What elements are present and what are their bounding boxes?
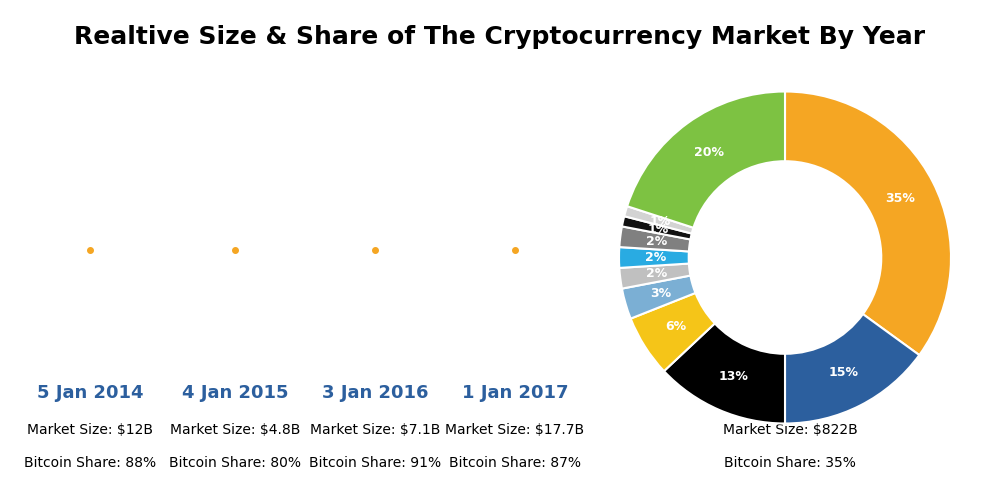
Wedge shape [622, 216, 692, 240]
Text: Market Size: $17.7B: Market Size: $17.7B [445, 424, 585, 438]
Wedge shape [619, 226, 690, 252]
Wedge shape [785, 92, 951, 355]
Text: 3%: 3% [650, 287, 671, 300]
Text: Bitcoin Share: 87%: Bitcoin Share: 87% [449, 456, 581, 470]
Text: 7 Jan 2018: 7 Jan 2018 [724, 382, 856, 402]
Text: 1%: 1% [650, 215, 671, 228]
Text: 13%: 13% [719, 370, 749, 383]
Text: Market Size: $4.8B: Market Size: $4.8B [170, 424, 300, 438]
Text: 6%: 6% [665, 320, 686, 334]
Text: Bitcoin Share: 80%: Bitcoin Share: 80% [169, 456, 301, 470]
Text: Bitcoin Share: 88%: Bitcoin Share: 88% [24, 456, 156, 470]
Text: Realtive Size & Share of The Cryptocurrency Market By Year: Realtive Size & Share of The Cryptocurre… [74, 25, 926, 49]
Text: 15%: 15% [829, 366, 859, 380]
Text: Bitcoin Share: 91%: Bitcoin Share: 91% [309, 456, 441, 470]
Text: Market Size: $7.1B: Market Size: $7.1B [310, 424, 440, 438]
Text: 2%: 2% [646, 235, 667, 248]
Text: 3 Jan 2016: 3 Jan 2016 [322, 384, 428, 402]
Wedge shape [631, 293, 715, 371]
Text: 2%: 2% [646, 267, 667, 280]
Wedge shape [664, 324, 785, 424]
Wedge shape [622, 276, 695, 318]
Text: 20%: 20% [694, 146, 724, 159]
Text: Market Size: $12B: Market Size: $12B [27, 424, 153, 438]
Text: 5 Jan 2014: 5 Jan 2014 [37, 384, 143, 402]
Wedge shape [619, 247, 689, 268]
Text: Bitcoin Share: 35%: Bitcoin Share: 35% [724, 456, 856, 470]
Text: Market Size: $822B: Market Size: $822B [723, 424, 857, 438]
Text: 1%: 1% [648, 223, 669, 236]
Text: 1 Jan 2017: 1 Jan 2017 [462, 384, 568, 402]
Text: 4 Jan 2015: 4 Jan 2015 [182, 384, 288, 402]
Wedge shape [785, 314, 919, 424]
Text: 35%: 35% [885, 192, 915, 205]
Wedge shape [624, 206, 693, 234]
Wedge shape [627, 92, 785, 228]
Wedge shape [619, 264, 690, 288]
Text: 2%: 2% [645, 251, 666, 264]
